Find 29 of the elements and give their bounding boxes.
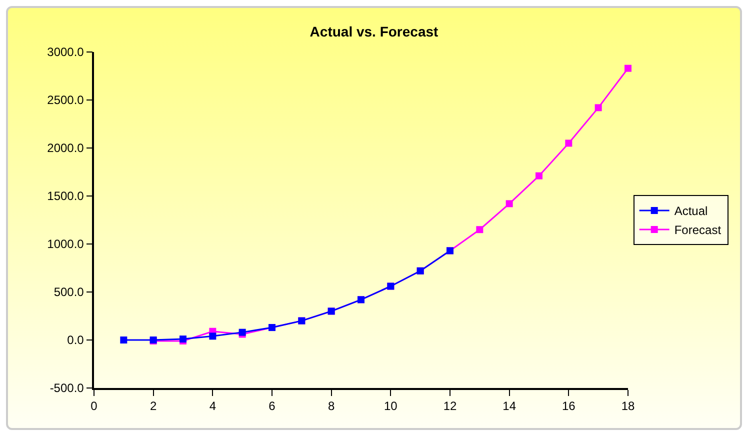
y-tick-label: 500.0 <box>54 285 84 300</box>
point <box>120 336 128 344</box>
point <box>624 64 632 72</box>
x-tick-label: 14 <box>502 399 516 414</box>
point <box>209 332 216 340</box>
y-tick-label: 0.0 <box>67 333 84 348</box>
y-tick-label: 1000.0 <box>47 237 84 252</box>
y-tick-label: 2000.0 <box>47 141 84 156</box>
y-tick-label: 3000.0 <box>47 45 84 60</box>
x-tick-label: 10 <box>384 399 398 414</box>
point <box>594 104 602 112</box>
x-tick-label: 6 <box>268 399 276 414</box>
point <box>476 226 484 234</box>
y-tick-label: 1500.0 <box>47 189 84 204</box>
y-tick-label: -500.0 <box>50 381 84 396</box>
x-tick-label: 8 <box>328 399 335 414</box>
x-tick-label: 12 <box>443 399 457 414</box>
point <box>536 172 542 180</box>
x-tick-label: 0 <box>90 399 98 414</box>
chart-title: Actual vs. Forecast <box>310 24 439 40</box>
y-tick-label: 2500.0 <box>47 93 84 108</box>
x-tick-label: 16 <box>562 399 576 414</box>
legend-label: Forecast <box>674 223 722 238</box>
legend-label: Actual <box>674 204 708 218</box>
x-tick-label: 18 <box>621 399 635 414</box>
point <box>506 200 513 208</box>
x-tick-label: 4 <box>209 399 216 414</box>
x-tick-label: 2 <box>150 399 157 414</box>
point <box>565 140 572 147</box>
